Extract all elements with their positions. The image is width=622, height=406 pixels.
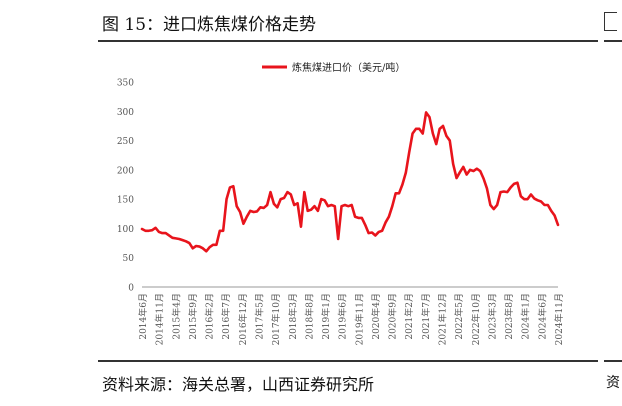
x-tick-label: 2020年4月 [370,293,382,340]
y-tick-label: 50 [123,254,135,264]
top-divider [98,40,598,42]
x-tick-label: 2017年10月 [270,293,282,345]
x-tick-label: 2016年12月 [237,293,249,345]
y-tick-label: 250 [117,137,134,147]
next-figure-top-rule [604,40,622,42]
x-tick-label: 2019年1月 [320,293,332,340]
x-tick-label: 2022年10月 [470,293,482,345]
x-tick-label: 2021年2月 [403,293,415,340]
legend-label: 炼焦煤进口价（美元/吨） [292,61,405,74]
x-tick-label: 2024年6月 [536,293,548,340]
y-axis-ticks: 0 50 100 150 200 250 300 350 [117,79,134,294]
legend: 炼焦煤进口价（美元/吨） [262,61,405,74]
x-tick-label: 2018年8月 [303,293,315,340]
series-layer [140,111,560,253]
next-figure-source-glyph: 资 [606,375,620,391]
x-tick-label: 2016年7月 [220,293,232,340]
x-tick-label: 2015年9月 [187,293,199,340]
x-tick-label: 2020年9月 [387,293,399,340]
x-tick-label: 2022年5月 [453,293,465,340]
y-tick-label: 100 [117,225,134,235]
source-note: 资料来源：海关总署，山西证券研究所 [102,375,375,394]
x-tick-label: 2023年3月 [486,293,498,340]
y-tick-label: 350 [117,79,134,89]
x-tick-label: 2015年4月 [170,293,182,340]
x-tick-label: 2018年3月 [287,293,299,340]
x-tick-label: 2016年2月 [204,293,216,340]
x-tick-label: 2014年11月 [154,293,166,345]
bottom-divider [98,360,598,362]
x-tick-label: 2019年6月 [337,293,349,340]
y-tick-label: 300 [117,108,134,118]
x-tick-label: 2023年8月 [503,293,515,340]
y-tick-label: 150 [117,196,134,206]
x-tick-label: 2021年7月 [420,293,432,340]
x-tick-label: 2017年5月 [253,293,265,340]
x-tick-label: 2014年6月 [137,293,149,340]
series-line-0 [140,111,560,253]
next-figure-bottom-rule [604,360,622,362]
x-tick-label: 2024年11月 [553,293,565,345]
x-tick-label: 2021年12月 [437,293,449,345]
x-axis: 2014年6月 2014年11月 2015年4月 2015年9月 2016年2月 2016… [137,286,565,345]
y-tick-label: 200 [117,166,134,176]
x-tick-label: 2019年11月 [353,293,365,345]
y-tick-label: 0 [128,284,134,294]
x-tick-label: 2024年1月 [520,293,532,340]
next-figure-edge [604,12,617,31]
figure-title: 图 15：进口炼焦煤价格走势 [102,15,317,35]
